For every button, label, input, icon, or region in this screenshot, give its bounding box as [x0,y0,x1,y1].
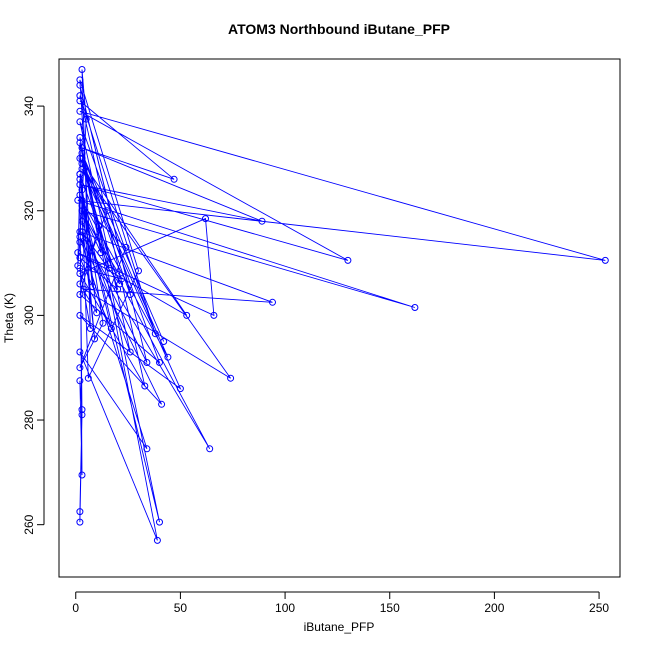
data-point [76,97,84,105]
y-tick-label: 340 [22,96,36,116]
data-point [105,264,113,272]
data-point [97,249,105,257]
data-point [89,283,96,291]
data-point [76,228,84,236]
data-point [227,374,235,382]
data-point [76,139,84,147]
x-tick-label: 200 [484,601,504,615]
data-point [210,311,218,319]
data-point [269,298,276,306]
data-point [76,270,84,277]
plot-frame [58,58,621,578]
chart-title: ATOM3 Northbound iButane_PFP [228,21,450,37]
data-point [116,280,124,288]
data-point [156,518,163,526]
data-point [107,325,115,332]
data-point [143,359,151,366]
data-point [78,406,86,414]
data-point [76,508,84,516]
data-point [76,81,84,89]
x-tick-label: 150 [380,601,400,615]
data-point [76,170,84,178]
y-tick-label: 260 [22,514,36,534]
data-point [99,319,107,327]
data-point [78,202,86,209]
data-point [82,115,90,123]
data-point [78,471,86,479]
data-point [76,92,84,100]
data-point [76,254,84,262]
data-point [80,212,88,220]
data-point [78,228,86,236]
series-line [77,69,606,541]
data-point [158,400,166,408]
data-point [176,385,184,393]
data-point [126,348,134,356]
data-point [76,518,84,526]
data-point [76,107,84,115]
data-point [84,374,92,382]
y-axis-label: Theta (K) [2,293,16,343]
data-point [78,411,86,419]
data-point [76,175,84,183]
data-point [135,267,142,275]
data-point [141,382,149,390]
data-point [91,335,99,343]
x-tick-label: 50 [174,601,188,615]
x-tick-label: 100 [275,601,295,615]
x-tick-label: 0 [72,601,79,615]
data-point [206,445,214,453]
data-point [164,353,172,361]
data-point [78,149,86,157]
series-layer [74,66,609,544]
y-axis: 260 280 300 320 340 [22,96,45,535]
y-tick-label: 300 [22,305,36,325]
data-point [153,536,161,544]
data-point [93,309,101,317]
data-point [76,377,84,385]
data-point [80,285,88,293]
data-point [170,175,178,183]
x-axis-label: iButane_PFP [304,620,375,634]
data-point [411,304,419,311]
data-point [183,311,191,319]
data-point [76,191,84,199]
data-point [76,280,84,288]
data-point [78,154,86,162]
x-tick-label: 250 [589,601,609,615]
data-point [202,215,209,223]
data-point [344,256,352,264]
y-tick-label: 320 [22,200,36,220]
data-point [76,364,84,372]
data-point [103,207,111,215]
data-point [76,76,84,84]
data-point [76,238,84,246]
y-tick-label: 280 [22,410,36,430]
data-point [95,222,103,230]
data-point [74,262,82,270]
data-point [126,291,134,298]
data-point [76,348,84,356]
data-point [86,325,94,332]
data-point [78,160,86,168]
data-point [76,134,84,141]
data-point [76,291,84,298]
data-point [78,66,86,73]
data-point [160,338,168,345]
data-point [601,256,609,264]
data-point [143,445,151,453]
data-point [151,330,159,338]
data-point [76,118,84,126]
data-point [258,217,266,225]
x-axis: 0 50 100 150 200 250 [72,591,609,615]
data-point [122,243,130,251]
data-point [76,311,84,319]
data-point [156,359,163,366]
